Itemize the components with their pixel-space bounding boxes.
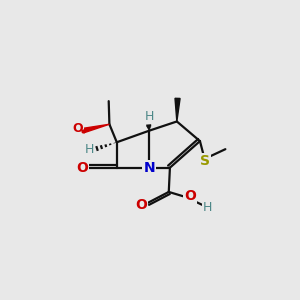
- Text: O: O: [184, 189, 196, 203]
- Text: H: H: [84, 143, 94, 156]
- Polygon shape: [82, 124, 110, 133]
- Text: H: H: [145, 110, 154, 123]
- Text: O: O: [72, 122, 83, 135]
- Polygon shape: [175, 98, 180, 122]
- Text: O: O: [76, 161, 88, 175]
- Text: N: N: [143, 161, 155, 175]
- Text: O: O: [135, 198, 147, 212]
- Text: H: H: [203, 201, 212, 214]
- Text: S: S: [200, 154, 210, 168]
